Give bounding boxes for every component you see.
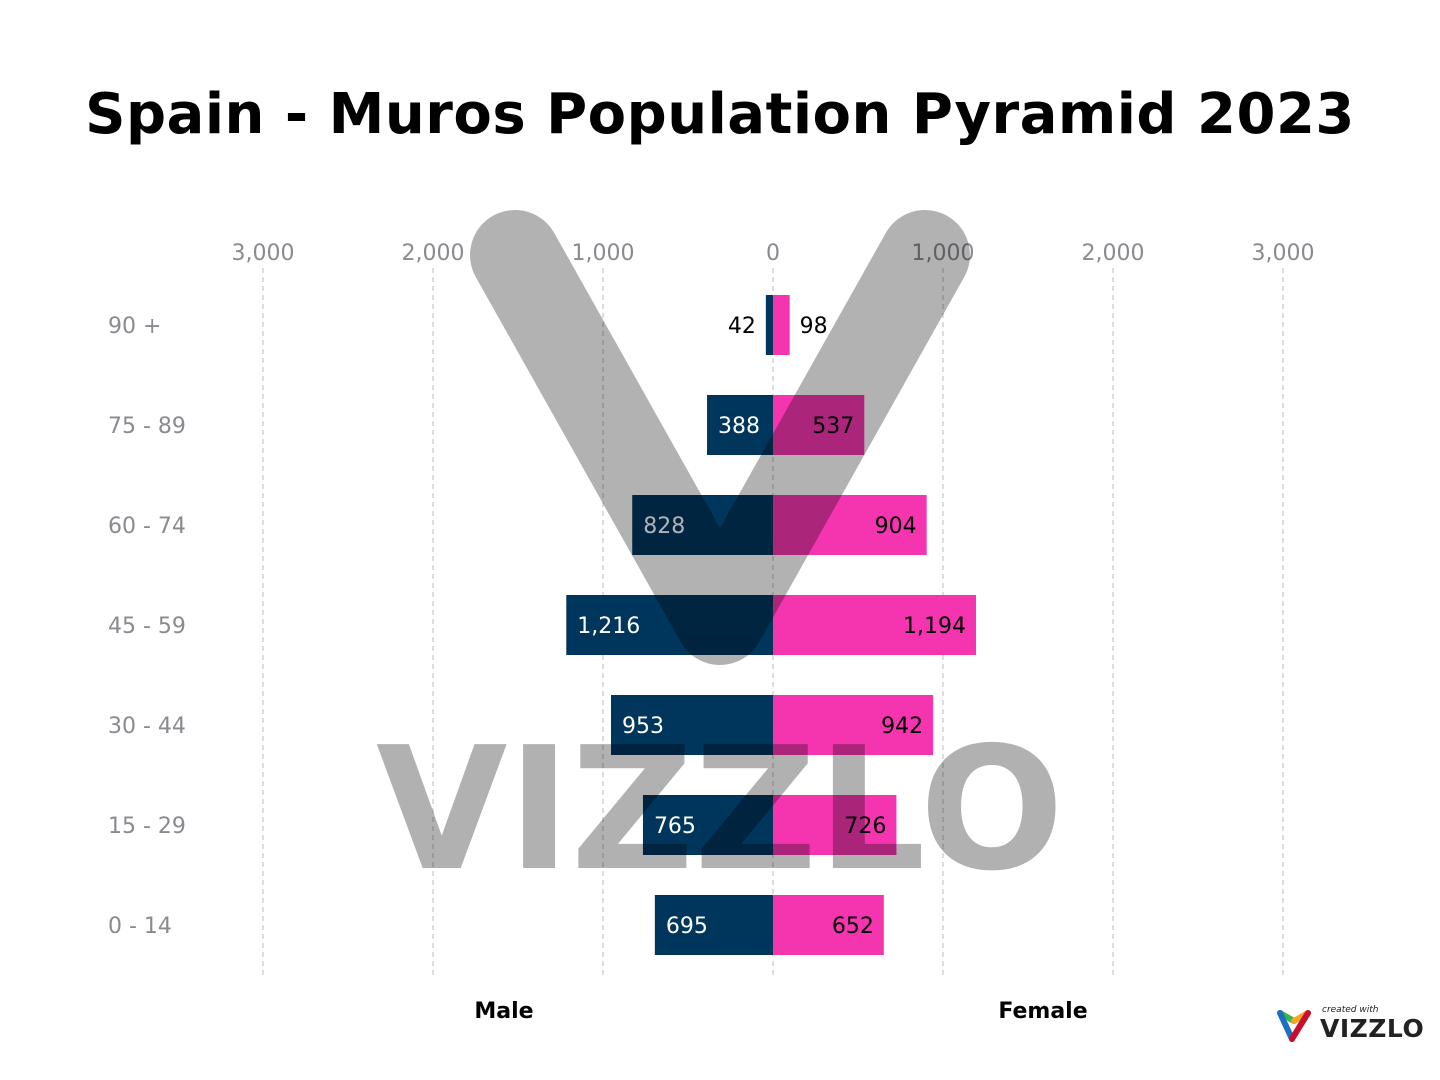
category-label: 30 - 44 bbox=[108, 714, 186, 739]
chart-title: Spain - Muros Population Pyramid 2023 bbox=[85, 82, 1355, 147]
female-value-label: 652 bbox=[832, 914, 874, 939]
category-label: 75 - 89 bbox=[108, 414, 186, 439]
male-value-label: 1,216 bbox=[577, 614, 640, 639]
vizzlo-logo[interactable]: created with VIZZLO bbox=[1276, 1005, 1426, 1045]
category-label: 45 - 59 bbox=[108, 614, 186, 639]
male-value-label: 828 bbox=[643, 514, 685, 539]
x-tick-label: 3,000 bbox=[232, 241, 295, 266]
vizzlo-logo-icon bbox=[1277, 1010, 1311, 1042]
male-value-label: 42 bbox=[728, 314, 756, 339]
female-value-label: 537 bbox=[812, 414, 854, 439]
watermark: VIZZLO bbox=[376, 210, 1064, 909]
female-axis-label: Female bbox=[998, 999, 1087, 1024]
category-label: 60 - 74 bbox=[108, 514, 186, 539]
logo-small-text: created with bbox=[1322, 1005, 1379, 1015]
male-value-label: 695 bbox=[666, 914, 708, 939]
male-value-label: 765 bbox=[654, 814, 696, 839]
female-bar bbox=[773, 795, 897, 855]
female-value-label: 726 bbox=[844, 814, 886, 839]
female-bar bbox=[773, 295, 790, 355]
female-bar bbox=[773, 895, 884, 955]
male-bar bbox=[642, 795, 773, 855]
male-bar bbox=[707, 395, 773, 455]
x-tick-label: 1,000 bbox=[912, 241, 975, 266]
x-tick-label: 2,000 bbox=[402, 241, 465, 266]
female-value-label: 904 bbox=[875, 514, 917, 539]
x-tick-label: 2,000 bbox=[1082, 241, 1145, 266]
male-axis-label: Male bbox=[474, 999, 533, 1024]
male-bar bbox=[765, 295, 773, 355]
female-value-label: 98 bbox=[800, 314, 828, 339]
x-tick-label: 3,000 bbox=[1252, 241, 1315, 266]
female-bar bbox=[773, 495, 927, 555]
category-label: 0 - 14 bbox=[108, 914, 172, 939]
male-bar bbox=[654, 895, 773, 955]
x-tick-label: 1,000 bbox=[572, 241, 635, 266]
female-bar bbox=[773, 695, 934, 755]
male-value-label: 953 bbox=[622, 714, 664, 739]
svg-text:VIZZLO: VIZZLO bbox=[376, 711, 1064, 909]
logo-big-text: VIZZLO bbox=[1320, 1014, 1425, 1043]
female-bar bbox=[773, 395, 865, 455]
male-bar bbox=[610, 695, 773, 755]
female-bar bbox=[773, 595, 976, 655]
male-bar bbox=[566, 595, 773, 655]
x-tick-label: 0 bbox=[766, 241, 780, 266]
female-value-label: 942 bbox=[881, 714, 923, 739]
male-value-label: 388 bbox=[718, 414, 760, 439]
category-label: 90 + bbox=[108, 314, 161, 339]
female-value-label: 1,194 bbox=[903, 614, 966, 639]
category-label: 15 - 29 bbox=[108, 814, 186, 839]
male-bar bbox=[632, 495, 773, 555]
